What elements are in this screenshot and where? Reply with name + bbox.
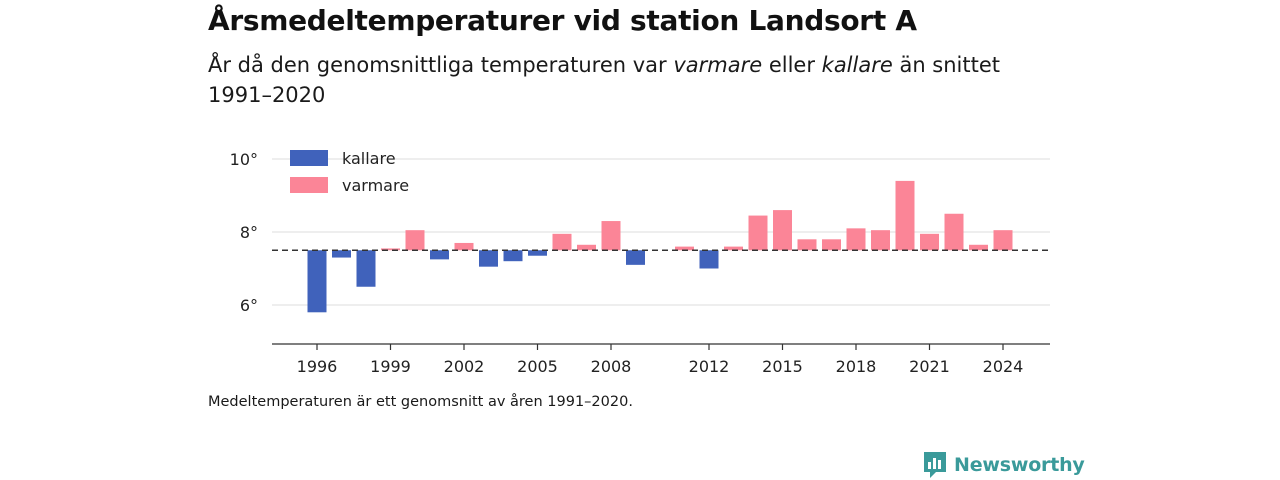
brand-name: Newsworthy bbox=[954, 454, 1085, 476]
y-tick-label: 10° bbox=[230, 150, 258, 169]
bar-1998 bbox=[356, 250, 376, 287]
bar-2004 bbox=[503, 250, 523, 262]
bar-2007 bbox=[577, 244, 596, 251]
bar-2024 bbox=[993, 230, 1013, 251]
bar-1997 bbox=[332, 250, 351, 258]
bar-1999 bbox=[381, 248, 400, 251]
bar-2008 bbox=[601, 221, 621, 251]
bar-2013 bbox=[724, 246, 743, 251]
bar-2012 bbox=[699, 250, 719, 269]
bar-2015 bbox=[773, 210, 792, 251]
legend-label-varmare: varmare bbox=[342, 176, 409, 195]
y-tick-label: 8° bbox=[240, 223, 258, 242]
bar-2002 bbox=[454, 242, 474, 251]
bar-2000 bbox=[405, 230, 425, 251]
x-tick-label: 1996 bbox=[297, 357, 338, 376]
x-tick-label: 2021 bbox=[909, 357, 950, 376]
chart-subtitle: År då den genomsnittliga temperaturen va… bbox=[208, 50, 1028, 110]
bar-1996 bbox=[307, 250, 327, 313]
x-tick-label: 2005 bbox=[517, 357, 558, 376]
legend-label-kallare: kallare bbox=[342, 149, 396, 168]
bar-2019 bbox=[871, 230, 890, 251]
legend-swatch-varmare bbox=[290, 177, 328, 193]
x-tick-label: 2002 bbox=[444, 357, 485, 376]
bar-2020 bbox=[895, 180, 915, 251]
bar-2006 bbox=[552, 233, 572, 251]
legend-swatch-kallare bbox=[290, 150, 328, 166]
bar-2016 bbox=[797, 239, 817, 251]
subtitle-colder: kallare bbox=[821, 53, 893, 77]
x-tick-label: 2015 bbox=[762, 357, 803, 376]
x-tick-label: 2018 bbox=[836, 357, 877, 376]
subtitle-text-2: eller bbox=[762, 53, 822, 77]
subtitle-warmer: varmare bbox=[673, 53, 763, 77]
y-tick-label: 6° bbox=[240, 296, 258, 315]
bar-2014 bbox=[748, 215, 768, 251]
bar-2018 bbox=[846, 228, 866, 251]
bar-chart: 6° 8° 10° 1996 1999 2002 2005 2008 2012 2015 2018 2… bbox=[230, 149, 1050, 376]
bar-2011 bbox=[675, 246, 694, 251]
x-tick-label: 2024 bbox=[983, 357, 1024, 376]
bar-2009 bbox=[626, 250, 645, 265]
x-tick-label: 2008 bbox=[591, 357, 632, 376]
bar-2005 bbox=[528, 250, 547, 256]
subtitle-text-3: än snittet 1991–2020 bbox=[208, 53, 1001, 107]
bar-2023 bbox=[969, 244, 988, 251]
bar-2001 bbox=[430, 250, 449, 260]
bar-2022 bbox=[944, 213, 964, 251]
x-tick-label: 2012 bbox=[689, 357, 730, 376]
footnote: Medeltemperaturen är ett genomsnitt av å… bbox=[208, 394, 633, 410]
bar-2021 bbox=[920, 233, 939, 251]
bar-2003 bbox=[479, 250, 498, 267]
bar-2017 bbox=[822, 239, 841, 251]
newsworthy-logo-icon bbox=[924, 452, 946, 478]
chart-title: Årsmedeltemperaturer vid station Landsor… bbox=[208, 4, 917, 37]
subtitle-text-1: År då den genomsnittliga temperaturen va… bbox=[208, 53, 674, 77]
brand-logo: Newsworthy bbox=[922, 450, 1085, 480]
x-tick-label: 1999 bbox=[370, 357, 411, 376]
